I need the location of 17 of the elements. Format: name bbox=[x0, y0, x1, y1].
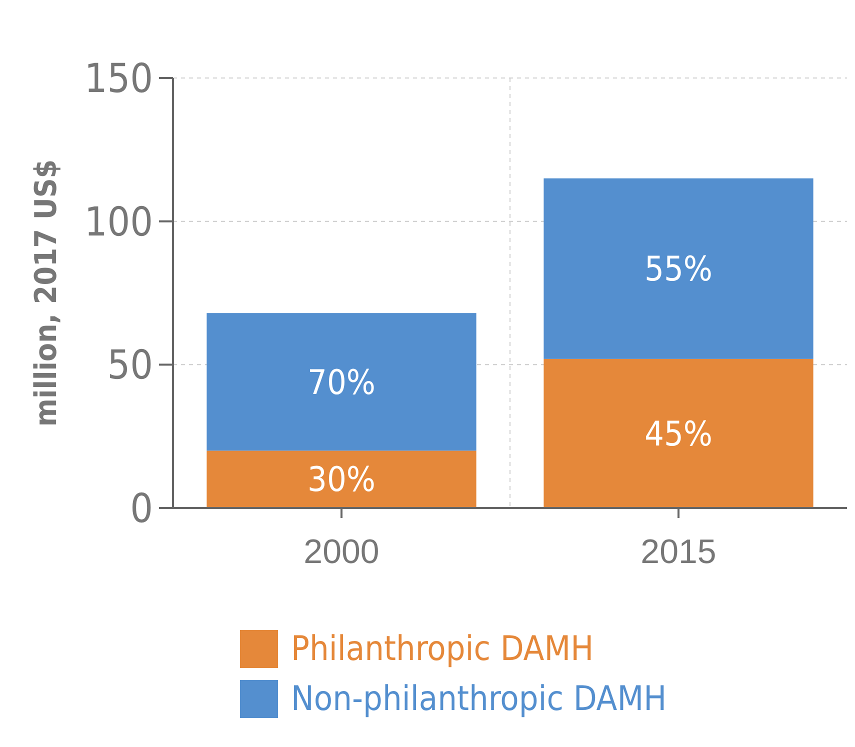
y-axis-title: million, 2017 US$ bbox=[29, 159, 64, 427]
bar bbox=[206, 450, 476, 508]
x-tick-label: 2000 bbox=[304, 533, 380, 571]
annotation: 30% bbox=[308, 460, 376, 500]
annotation: 55% bbox=[644, 250, 712, 290]
bar bbox=[544, 358, 814, 508]
legend-label: Philanthropic DAMH bbox=[291, 628, 594, 669]
x-tick-label: 2015 bbox=[640, 533, 716, 571]
bar bbox=[206, 313, 476, 451]
y-tick-label: 150 bbox=[84, 56, 153, 102]
annotation: 70% bbox=[308, 362, 376, 403]
y-tick-label: 100 bbox=[84, 199, 153, 246]
annotation: 45% bbox=[644, 414, 712, 454]
y-tick-label: 0 bbox=[130, 486, 153, 532]
legend-label: Non-philanthropic DAMH bbox=[291, 678, 667, 719]
bar bbox=[544, 178, 814, 359]
y-tick-label: 50 bbox=[107, 342, 153, 389]
